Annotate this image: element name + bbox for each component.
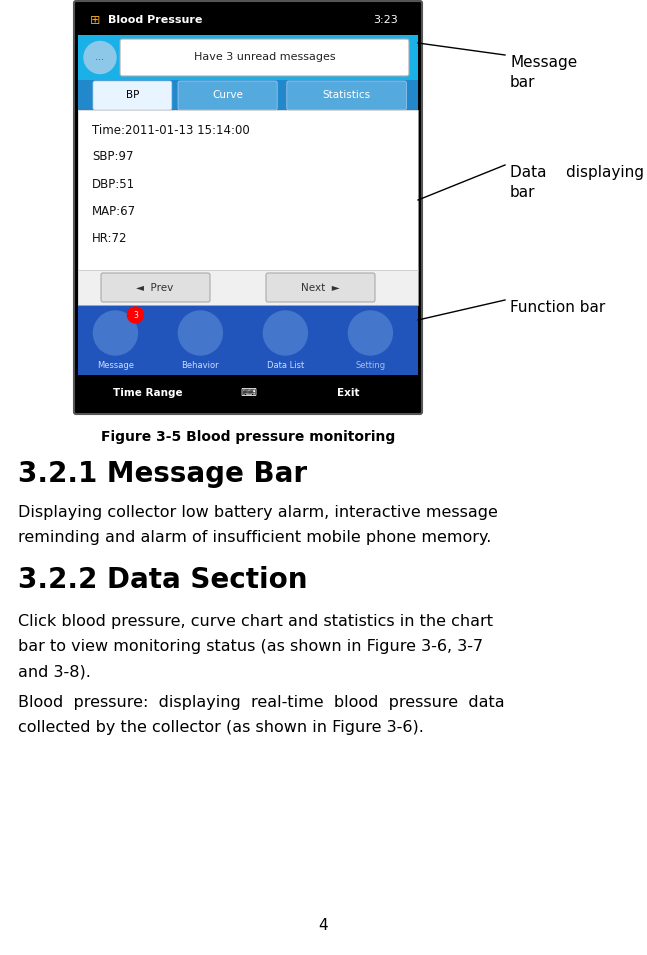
Text: Curve: Curve	[212, 90, 243, 100]
FancyBboxPatch shape	[101, 273, 210, 302]
FancyBboxPatch shape	[120, 39, 409, 76]
Text: and 3-8).: and 3-8).	[18, 664, 91, 679]
Text: Data    displaying
bar: Data displaying bar	[510, 165, 644, 200]
Text: Blood  pressure:  displaying  real-time  blood  pressure  data: Blood pressure: displaying real-time blo…	[18, 695, 505, 710]
Circle shape	[348, 311, 392, 355]
Circle shape	[127, 307, 144, 323]
Text: Click blood pressure, curve chart and statistics in the chart: Click blood pressure, curve chart and st…	[18, 614, 493, 629]
Bar	[78, 270, 418, 305]
Text: Behavior: Behavior	[182, 360, 219, 370]
Text: Blood Pressure: Blood Pressure	[108, 15, 203, 25]
Bar	[78, 110, 418, 270]
Text: Statistics: Statistics	[323, 90, 371, 100]
Text: collected by the collector (as shown in Figure 3-6).: collected by the collector (as shown in …	[18, 720, 424, 735]
FancyBboxPatch shape	[287, 81, 406, 110]
Text: Displaying collector low battery alarm, interactive message: Displaying collector low battery alarm, …	[18, 505, 498, 520]
Text: 3:23: 3:23	[373, 15, 398, 25]
Text: reminding and alarm of insufficient mobile phone memory.: reminding and alarm of insufficient mobi…	[18, 530, 491, 545]
Text: Exit: Exit	[336, 388, 359, 397]
Text: ...: ...	[96, 53, 105, 62]
Text: Time:2011-01-13 15:14:00: Time:2011-01-13 15:14:00	[92, 123, 250, 137]
Text: Function bar: Function bar	[510, 300, 605, 315]
Text: 3.2.2 Data Section: 3.2.2 Data Section	[18, 566, 307, 594]
Bar	[78, 110, 418, 270]
Circle shape	[263, 311, 307, 355]
Text: BP: BP	[126, 90, 139, 100]
Text: Message
bar: Message bar	[510, 55, 577, 90]
Circle shape	[179, 311, 223, 355]
Text: ⌨: ⌨	[240, 388, 256, 397]
Bar	[78, 305, 418, 375]
Text: SBP:97: SBP:97	[92, 151, 133, 163]
Text: ◄  Prev: ◄ Prev	[137, 283, 173, 292]
Text: DBP:51: DBP:51	[92, 178, 135, 190]
Circle shape	[93, 311, 137, 355]
Text: 3: 3	[133, 310, 138, 320]
Text: HR:72: HR:72	[92, 231, 127, 244]
FancyBboxPatch shape	[178, 81, 277, 110]
Text: Next  ►: Next ►	[301, 283, 340, 292]
Bar	[78, 270, 418, 305]
Text: ⊞: ⊞	[90, 13, 100, 27]
Bar	[78, 35, 418, 80]
Bar	[78, 80, 418, 110]
Text: 4: 4	[318, 918, 328, 932]
Bar	[78, 375, 418, 410]
Text: Figure 3-5 Blood pressure monitoring: Figure 3-5 Blood pressure monitoring	[101, 430, 395, 444]
Text: Data List: Data List	[267, 360, 304, 370]
FancyBboxPatch shape	[266, 273, 375, 302]
FancyBboxPatch shape	[93, 81, 172, 110]
Text: Have 3 unread messages: Have 3 unread messages	[193, 53, 335, 62]
Bar	[78, 5, 418, 35]
Text: Time Range: Time Range	[113, 388, 183, 397]
Circle shape	[84, 41, 116, 74]
Text: MAP:67: MAP:67	[92, 204, 136, 218]
Text: 3.2.1 Message Bar: 3.2.1 Message Bar	[18, 460, 307, 488]
Text: bar to view monitoring status (as shown in Figure 3-6, 3-7: bar to view monitoring status (as shown …	[18, 639, 483, 654]
Text: Setting: Setting	[355, 360, 386, 370]
FancyBboxPatch shape	[74, 1, 422, 414]
Text: Message: Message	[97, 360, 134, 370]
